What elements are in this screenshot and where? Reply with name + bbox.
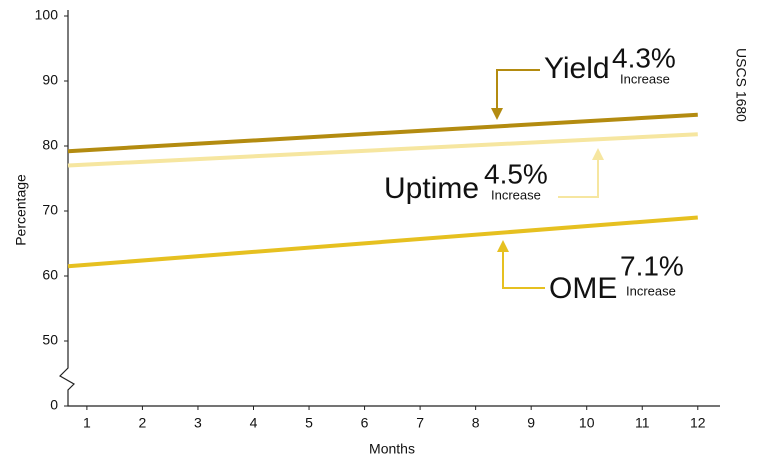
- y-axis-label: Percentage: [13, 174, 29, 246]
- x-tick-label: 8: [472, 415, 480, 431]
- y-tick-label: 90: [42, 72, 58, 88]
- series-line: [67, 132, 698, 168]
- x-axis-label: Months: [369, 441, 415, 457]
- x-tick-label: 9: [527, 415, 535, 431]
- x-tick-label: 10: [579, 415, 595, 431]
- callout-arrow: [502, 248, 545, 289]
- y-tick-label: 50: [42, 332, 58, 348]
- x-tick-label: 1: [83, 415, 91, 431]
- x-tick-label: 6: [361, 415, 369, 431]
- annotation-change: 7.1%: [620, 250, 684, 281]
- yield-callout: Yield 4.3% Increase: [491, 42, 676, 120]
- y-tick-label: 70: [42, 202, 58, 218]
- source-label: USCS 1680: [733, 48, 749, 122]
- series-line: [67, 215, 698, 269]
- uptime-callout: Uptime 4.5% Increase: [384, 148, 604, 205]
- x-tick-label: 4: [250, 415, 258, 431]
- callout-arrow: [496, 69, 540, 112]
- x-tick-label: 3: [194, 415, 202, 431]
- x-tick-label: 2: [139, 415, 147, 431]
- annotation-text: Uptime: [384, 172, 479, 205]
- annotation-note: Increase: [620, 71, 670, 86]
- annotation-change: 4.5%: [484, 158, 548, 189]
- arrow-head: [592, 148, 604, 160]
- annotation-note: Increase: [626, 283, 676, 298]
- arrow-head: [497, 240, 509, 252]
- ome-callout: OME 7.1% Increase: [497, 240, 684, 305]
- y-tick-label: 100: [35, 7, 59, 23]
- x-tick-label: 7: [416, 415, 424, 431]
- y-tick-label: 80: [42, 137, 58, 153]
- arrow-head: [491, 108, 503, 120]
- series-line: [67, 112, 698, 154]
- x-tick-label: 11: [635, 415, 650, 431]
- y-tick-label: 60: [42, 267, 58, 283]
- x-tick-label: 5: [305, 415, 313, 431]
- y-tick-label: 0: [50, 397, 58, 413]
- annotation-change: 4.3%: [612, 42, 676, 73]
- annotation-note: Increase: [491, 187, 541, 202]
- callout-arrow: [558, 156, 599, 198]
- annotation-text: Yield: [544, 52, 610, 85]
- annotation-text: OME: [549, 272, 617, 305]
- x-tick-label: 12: [690, 415, 706, 431]
